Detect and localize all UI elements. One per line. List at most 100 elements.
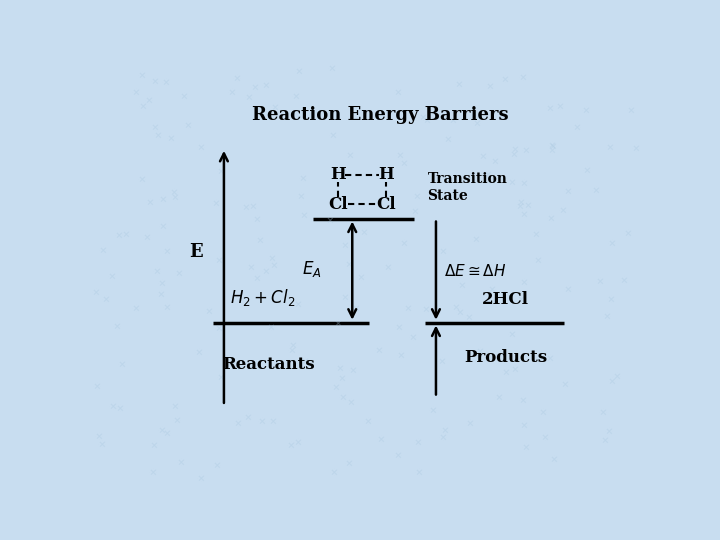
- Text: +: +: [546, 138, 560, 151]
- Text: +: +: [603, 424, 616, 437]
- Text: +: +: [215, 370, 229, 384]
- Text: +: +: [562, 184, 576, 198]
- Text: +: +: [194, 471, 208, 484]
- Text: +: +: [246, 260, 259, 273]
- Text: +: +: [438, 423, 452, 437]
- Text: +: +: [580, 102, 594, 116]
- Text: +: +: [215, 164, 229, 177]
- Text: +: +: [518, 418, 531, 431]
- Text: +: +: [456, 278, 470, 292]
- Text: +: +: [148, 437, 162, 451]
- Text: +: +: [210, 195, 223, 209]
- Text: +: +: [300, 354, 313, 368]
- Text: +: +: [334, 361, 348, 374]
- Text: +: +: [350, 300, 364, 314]
- Text: +: +: [194, 139, 208, 153]
- Text: +: +: [477, 149, 490, 163]
- Text: +: +: [116, 357, 130, 370]
- Text: +: +: [269, 100, 283, 114]
- Text: +: +: [532, 252, 546, 266]
- Text: +: +: [493, 389, 507, 403]
- Text: +: +: [330, 379, 344, 393]
- Text: +: +: [499, 71, 513, 85]
- Text: +: +: [484, 78, 498, 92]
- Text: E: E: [189, 243, 203, 261]
- Text: +: +: [547, 139, 562, 153]
- Text: +: +: [292, 296, 306, 310]
- Text: +: +: [114, 401, 127, 415]
- Text: +: +: [149, 120, 163, 134]
- Text: +: +: [395, 347, 409, 361]
- Text: +: +: [625, 103, 639, 116]
- Text: Cl: Cl: [328, 195, 348, 213]
- Text: +: +: [398, 236, 412, 249]
- Text: +: +: [144, 194, 158, 208]
- Text: +: +: [537, 404, 551, 418]
- Text: +: +: [240, 200, 253, 213]
- Text: +: +: [530, 227, 544, 241]
- Text: +: +: [130, 85, 144, 98]
- Text: +: +: [292, 435, 305, 448]
- Text: +: +: [600, 308, 614, 322]
- Text: +: +: [517, 70, 531, 83]
- Text: +: +: [618, 273, 631, 287]
- Text: Cl: Cl: [376, 195, 395, 213]
- Text: +: +: [254, 233, 268, 247]
- Text: +: +: [606, 374, 620, 387]
- Text: +: +: [413, 464, 426, 478]
- Text: +: +: [392, 320, 407, 333]
- Text: +: +: [463, 310, 477, 324]
- Text: +: +: [332, 315, 346, 329]
- Text: +: +: [203, 304, 217, 318]
- Text: +: +: [232, 71, 246, 84]
- Text: +: +: [157, 192, 171, 206]
- Text: +: +: [471, 232, 485, 246]
- Text: +: +: [606, 236, 620, 249]
- Text: +: +: [394, 148, 408, 161]
- Text: +: +: [327, 127, 341, 141]
- Text: +: +: [604, 139, 618, 153]
- Text: +: +: [363, 414, 377, 428]
- Text: +: +: [508, 147, 521, 160]
- Text: +: +: [408, 329, 421, 343]
- Text: +: +: [287, 338, 301, 352]
- Text: +: +: [256, 414, 270, 428]
- Text: +: +: [136, 172, 150, 186]
- Text: +: +: [161, 244, 175, 257]
- Text: +: +: [338, 389, 351, 403]
- Text: +: +: [165, 131, 179, 145]
- Text: +: +: [268, 257, 282, 271]
- Text: +: +: [249, 79, 263, 93]
- Text: +: +: [557, 202, 570, 216]
- Text: +: +: [421, 113, 435, 127]
- Text: +: +: [344, 147, 358, 161]
- Text: +: +: [339, 290, 353, 303]
- Text: $H_2 + Cl_2$: $H_2 + Cl_2$: [230, 287, 294, 308]
- Text: +: +: [599, 433, 613, 446]
- Text: +: +: [152, 128, 166, 142]
- Text: +: +: [267, 414, 281, 427]
- Text: +: +: [156, 422, 170, 436]
- Text: +: +: [285, 437, 299, 451]
- Text: +: +: [489, 154, 503, 168]
- Text: +: +: [290, 89, 304, 102]
- Text: +: +: [343, 456, 357, 469]
- Text: +: +: [212, 458, 225, 472]
- Text: +: +: [454, 305, 467, 319]
- Text: +: +: [474, 344, 487, 357]
- Text: +: +: [418, 110, 431, 124]
- Text: +: +: [113, 228, 127, 242]
- Text: Transition
State: Transition State: [428, 172, 508, 202]
- Text: +: +: [548, 452, 562, 466]
- Text: +: +: [559, 376, 573, 390]
- Text: +: +: [392, 84, 405, 98]
- Text: +: +: [447, 113, 461, 127]
- Text: +: +: [392, 447, 406, 461]
- Text: +: +: [539, 430, 552, 444]
- Text: +: +: [298, 208, 312, 221]
- Text: +: +: [107, 399, 121, 412]
- Text: 2HCl: 2HCl: [482, 291, 529, 308]
- Text: H: H: [330, 166, 346, 184]
- Text: +: +: [437, 430, 451, 443]
- Text: +: +: [181, 118, 196, 131]
